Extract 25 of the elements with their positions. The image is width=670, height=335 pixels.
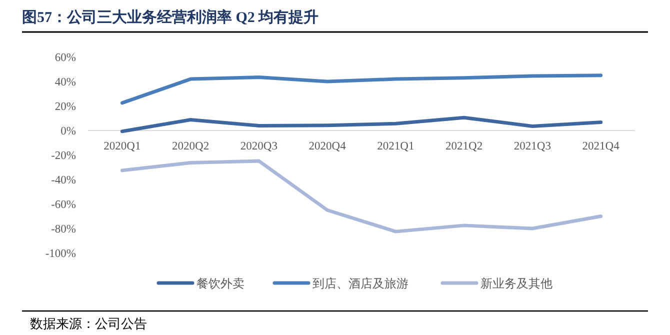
chart-title: 图57：公司三大业务经营利润率 Q2 均有提升	[22, 8, 319, 26]
x-tick-label: 2021Q1	[377, 140, 414, 152]
x-tick-label: 2021Q3	[514, 140, 552, 152]
y-tick-label: 20%	[54, 101, 76, 113]
line-series	[120, 74, 603, 105]
x-tick-label: 2020Q2	[172, 140, 210, 152]
y-tick-label: 40%	[54, 76, 76, 88]
source-note: 数据来源：公司公告	[30, 316, 147, 331]
x-tick-label: 2020Q1	[104, 140, 141, 152]
y-tick-label: -100%	[45, 248, 76, 260]
y-tick-label: -20%	[51, 150, 76, 162]
y-tick-label: 0%	[60, 126, 76, 138]
y-tick-label: 60%	[54, 52, 76, 64]
legend-label: 餐饮外卖	[196, 276, 244, 290]
x-tick-label: 2020Q4	[308, 140, 346, 152]
y-tick-label: -60%	[51, 199, 76, 211]
y-tick-label: -40%	[51, 174, 76, 186]
x-tick-label: 2021Q4	[582, 140, 620, 152]
legend-label: 到店、酒店及旅游	[312, 276, 408, 290]
x-tick-label: 2020Q3	[240, 140, 278, 152]
line-series	[120, 116, 603, 134]
x-tick-label: 2021Q2	[446, 140, 483, 152]
line-series	[120, 159, 603, 234]
legend-label: 新业务及其他	[480, 276, 552, 290]
y-tick-label: -80%	[51, 224, 76, 236]
